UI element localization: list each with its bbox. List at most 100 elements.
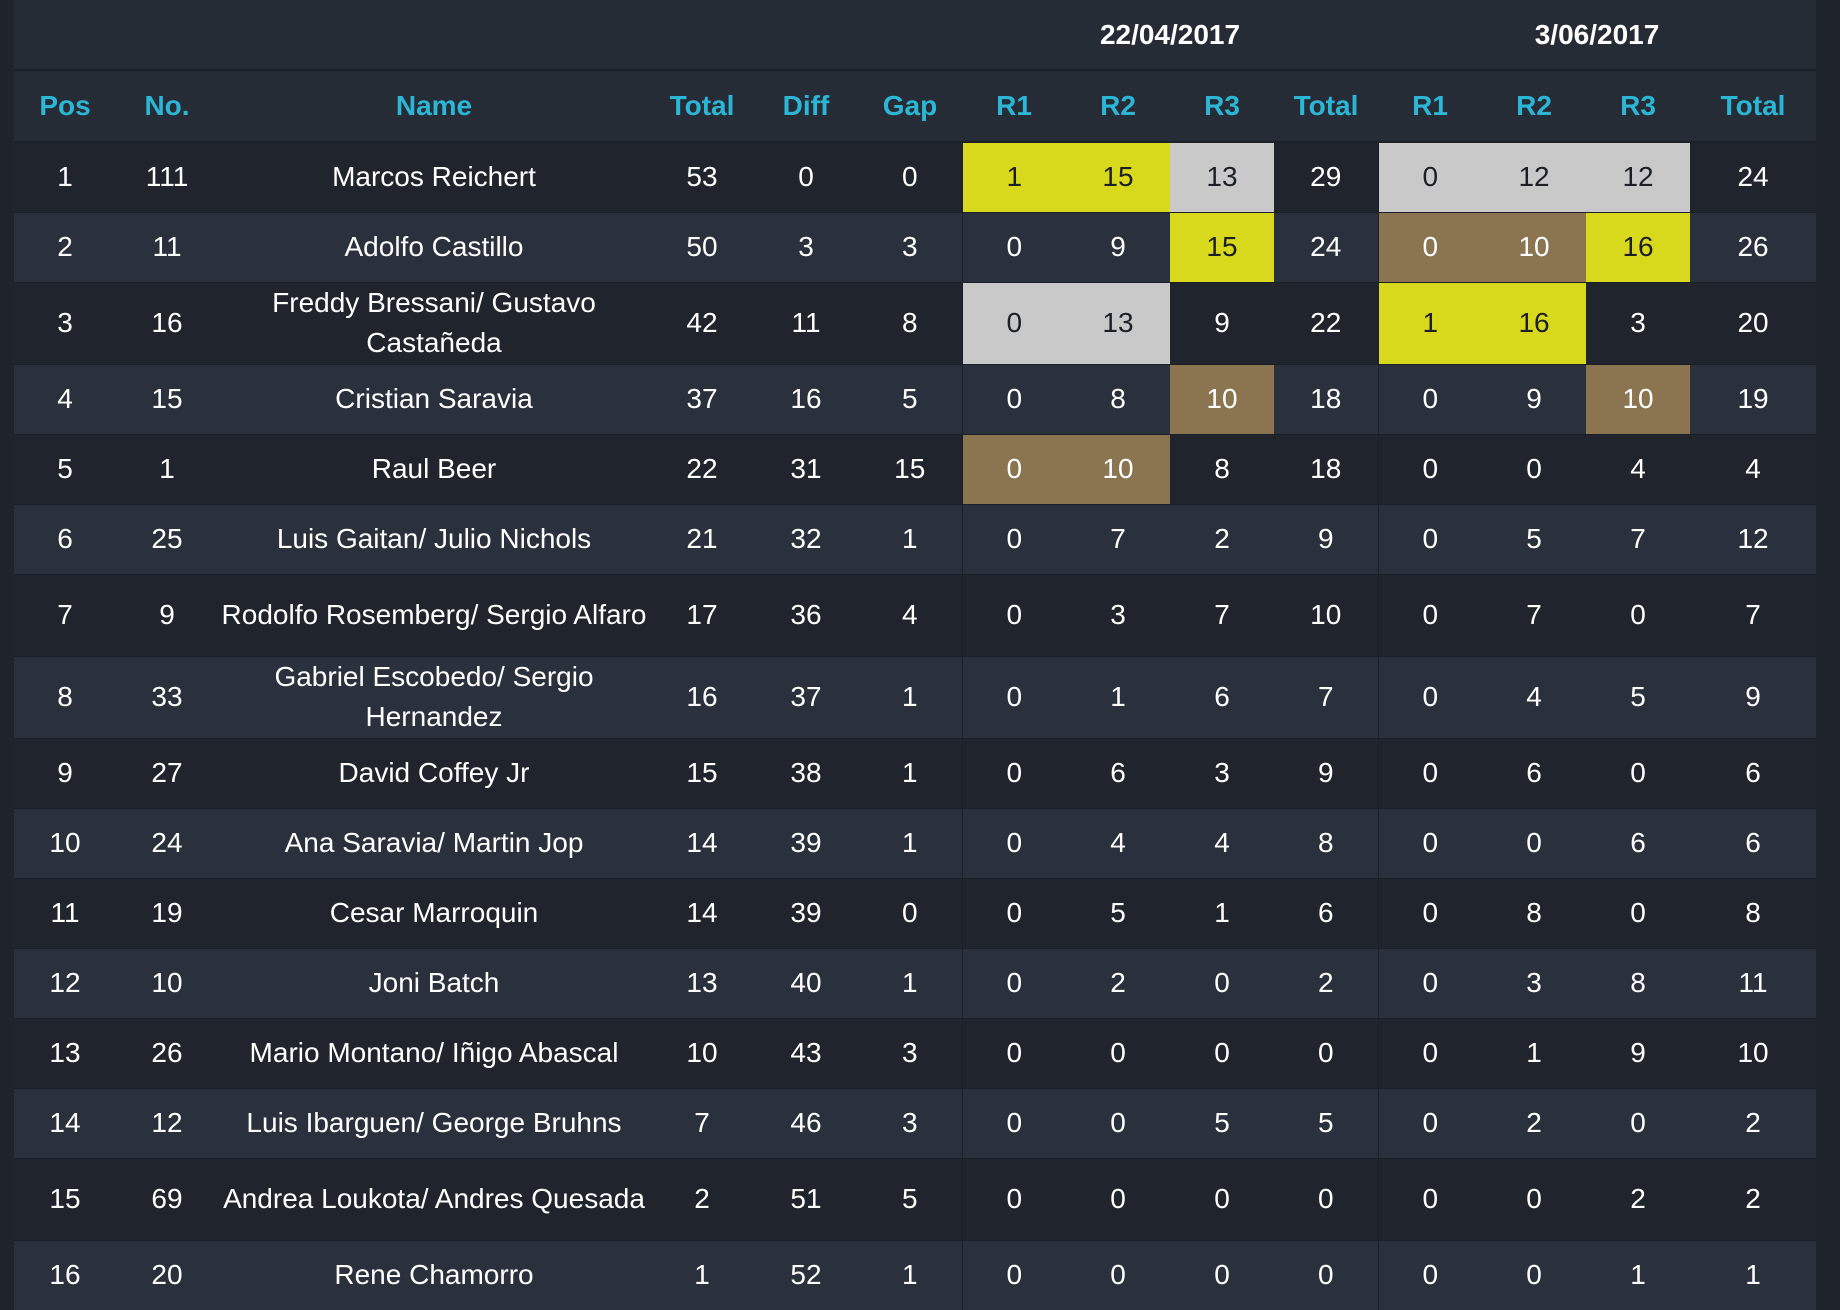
cell-e2-r1: 0	[1377, 573, 1483, 656]
event-1-date: 22/04/2017	[1099, 18, 1241, 50]
cell-no: 10	[116, 947, 218, 1018]
cell-diff: 36	[754, 573, 858, 656]
cell-gap: 15	[858, 433, 962, 504]
date-spacer	[14, 0, 962, 70]
cell-gap: 4	[858, 573, 962, 656]
cell-e1-total: 22	[1274, 281, 1379, 364]
cell-e2-r1: 0	[1377, 877, 1483, 948]
table-row: 14 12 Luis Ibarguen/ George Bruhns 7 46 …	[14, 1087, 1817, 1158]
cell-e1-r1: 0	[961, 433, 1066, 504]
cell-e1-r1: 0	[961, 281, 1066, 364]
col-header-e2-total[interactable]: Total	[1690, 69, 1817, 143]
cell-e2-r3: 0	[1586, 877, 1691, 948]
col-header-e1-r1[interactable]: R1	[962, 69, 1066, 143]
col-header-name[interactable]: Name	[218, 69, 650, 143]
cell-e2-r3: 3	[1586, 281, 1691, 364]
table-row: 11 19 Cesar Marroquin 14 39 0 0 5 1 6 0 …	[14, 877, 1817, 948]
cell-e2-r2: 9	[1482, 363, 1587, 434]
cell-e2-r2: 5	[1482, 503, 1587, 574]
cell-name: Luis Ibarguen/ George Bruhns	[218, 1087, 650, 1158]
cell-e2-r1: 0	[1377, 433, 1483, 504]
cell-diff: 16	[754, 363, 858, 434]
cell-e2-r2: 1	[1482, 1017, 1587, 1088]
cell-gap: 5	[858, 363, 962, 434]
cell-e1-r3: 5	[1170, 1087, 1274, 1158]
cell-e1-r2: 7	[1066, 503, 1170, 574]
cell-e2-r3: 1	[1586, 1239, 1691, 1310]
cell-gap: 1	[858, 947, 962, 1018]
cell-name: Ana Saravia/ Martin Jop	[218, 807, 650, 878]
cell-no: 11	[116, 211, 218, 282]
cell-e2-total: 24	[1690, 141, 1817, 212]
cell-e1-total: 0	[1274, 1017, 1379, 1088]
cell-diff: 32	[754, 503, 858, 574]
cell-e1-r1: 0	[961, 737, 1066, 808]
cell-e1-r3: 2	[1170, 503, 1274, 574]
col-header-e2-r2[interactable]: R2	[1482, 69, 1587, 143]
cell-gap: 3	[858, 1087, 962, 1158]
cell-gap: 1	[858, 503, 962, 574]
table-row: 13 26 Mario Montano/ Iñigo Abascal 10 43…	[14, 1017, 1817, 1088]
cell-e1-total: 18	[1274, 363, 1379, 434]
col-header-e2-r1[interactable]: R1	[1378, 69, 1483, 143]
cell-gap: 1	[858, 1239, 962, 1310]
cell-e1-total: 6	[1274, 877, 1379, 948]
cell-e2-r1: 0	[1377, 363, 1483, 434]
cell-pos: 2	[14, 211, 116, 282]
col-header-gap[interactable]: Gap	[858, 69, 962, 143]
cell-pos: 9	[14, 737, 116, 808]
cell-pos: 1	[14, 141, 116, 212]
col-header-e1-r2[interactable]: R2	[1066, 69, 1170, 143]
cell-e2-r2: 3	[1482, 947, 1587, 1018]
col-header-e2-r3[interactable]: R3	[1586, 69, 1691, 143]
cell-e1-r1: 0	[961, 1017, 1066, 1088]
cell-gap: 0	[858, 877, 962, 948]
cell-e1-r3: 10	[1170, 363, 1274, 434]
cell-diff: 3	[754, 211, 858, 282]
cell-e1-r2: 0	[1066, 1087, 1170, 1158]
cell-e1-total: 7	[1274, 655, 1379, 738]
cell-gap: 1	[858, 737, 962, 808]
cell-e2-total: 20	[1690, 281, 1817, 364]
cell-name: Cesar Marroquin	[218, 877, 650, 948]
cell-e2-r1: 1	[1377, 281, 1483, 364]
col-header-total[interactable]: Total	[650, 69, 754, 143]
cell-pos: 10	[14, 807, 116, 878]
cell-no: 19	[116, 877, 218, 948]
cell-e2-r2: 0	[1482, 433, 1587, 504]
cell-no: 26	[116, 1017, 218, 1088]
cell-diff: 11	[754, 281, 858, 364]
cell-e1-r2: 10	[1066, 433, 1170, 504]
cell-e2-r2: 0	[1482, 807, 1587, 878]
cell-e2-total: 6	[1690, 737, 1817, 808]
col-header-pos[interactable]: Pos	[14, 69, 116, 143]
cell-e2-r2: 0	[1482, 1157, 1587, 1240]
col-header-diff[interactable]: Diff	[754, 69, 858, 143]
cell-name: Andrea Loukota/ Andres Quesada	[218, 1157, 650, 1240]
cell-diff: 38	[754, 737, 858, 808]
col-header-e1-r3[interactable]: R3	[1170, 69, 1274, 143]
cell-e1-total: 29	[1274, 141, 1379, 212]
cell-e1-r2: 0	[1066, 1017, 1170, 1088]
cell-diff: 39	[754, 807, 858, 878]
cell-e2-total: 12	[1690, 503, 1817, 574]
cell-e1-r1: 0	[961, 655, 1066, 738]
cell-pos: 8	[14, 655, 116, 738]
cell-e2-r1: 0	[1377, 1239, 1483, 1310]
cell-e2-total: 11	[1690, 947, 1817, 1018]
cell-no: 69	[116, 1157, 218, 1240]
cell-pos: 7	[14, 573, 116, 656]
cell-no: 24	[116, 807, 218, 878]
cell-total: 22	[650, 433, 754, 504]
cell-gap: 1	[858, 807, 962, 878]
cell-e2-r3: 16	[1586, 211, 1691, 282]
cell-e2-r3: 0	[1586, 737, 1691, 808]
cell-total: 16	[650, 655, 754, 738]
cell-no: 111	[116, 141, 218, 212]
col-header-e1-total[interactable]: Total	[1274, 69, 1379, 143]
cell-name: Rene Chamorro	[218, 1239, 650, 1310]
col-header-no[interactable]: No.	[116, 69, 218, 143]
table-row: 9 27 David Coffey Jr 15 38 1 0 6 3 9 0 6…	[14, 737, 1817, 808]
cell-name: Gabriel Escobedo/ Sergio Hernandez	[218, 655, 650, 738]
cell-e2-total: 9	[1690, 655, 1817, 738]
